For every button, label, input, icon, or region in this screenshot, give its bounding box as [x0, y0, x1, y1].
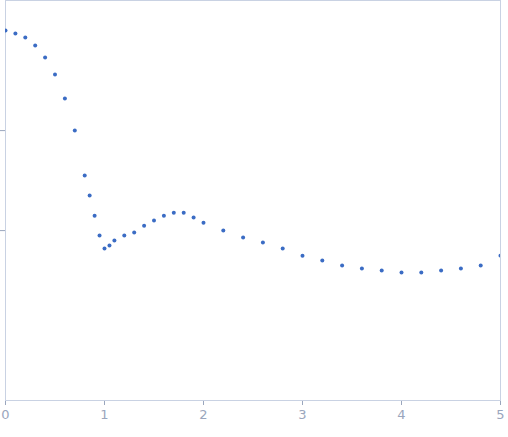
svg-text:5: 5 — [496, 407, 504, 422]
svg-text:3: 3 — [298, 407, 306, 422]
svg-text:4: 4 — [397, 407, 405, 422]
svg-text:0: 0 — [1, 407, 9, 422]
svg-text:2: 2 — [199, 407, 207, 422]
svg-text:1: 1 — [100, 407, 108, 422]
